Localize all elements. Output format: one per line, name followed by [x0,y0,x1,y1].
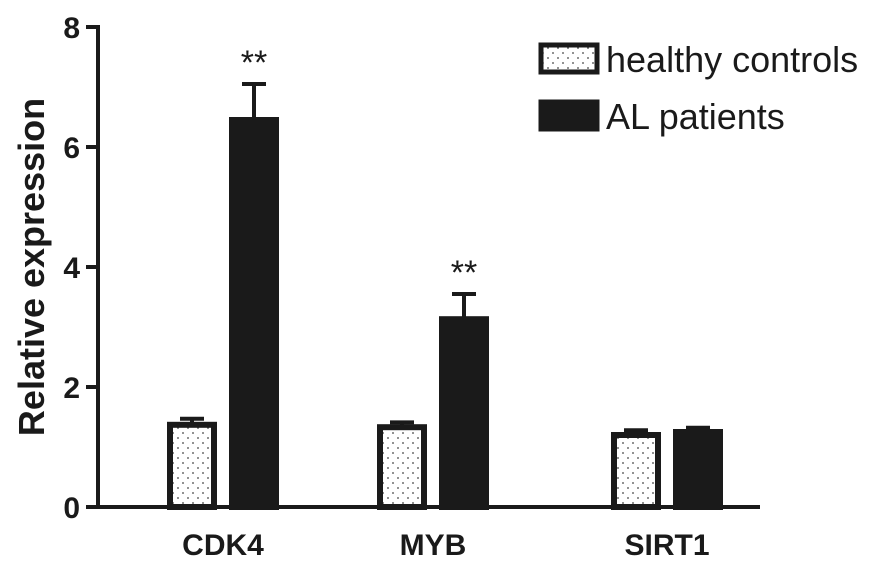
bar-cdk4-healthy-controls [167,421,217,510]
bar-sirt1-al-patients [673,429,723,510]
bar-sirt1-healthy-controls [611,432,661,510]
x-axis-labels: CDK4 MYB SIRT1 [182,529,709,562]
significance-label: ** [451,254,477,292]
y-axis-label: Relative expression [11,98,52,436]
significance-label: ** [241,44,267,82]
legend-label: healthy controls [606,39,858,80]
y-tick-label: 4 [63,252,80,285]
bars: ** ** [167,44,723,511]
y-axis-ticks: 0 2 4 6 8 [63,12,98,525]
y-tick-label: 6 [63,132,80,165]
x-tick-label: MYB [400,529,467,562]
legend-swatch [538,42,600,75]
bar-myb-al-patients [439,316,489,511]
y-tick-label: 2 [63,372,80,405]
bar-myb-healthy-controls [377,424,427,511]
x-tick-label: SIRT1 [624,529,709,562]
legend-swatch [538,99,600,132]
y-tick-label: 8 [63,12,80,45]
x-tick-label: CDK4 [182,529,264,562]
legend: healthy controls AL patients [538,39,858,137]
y-tick-label: 0 [63,492,80,525]
legend-label: AL patients [606,96,785,137]
bar-cdk4-al-patients [229,117,279,510]
